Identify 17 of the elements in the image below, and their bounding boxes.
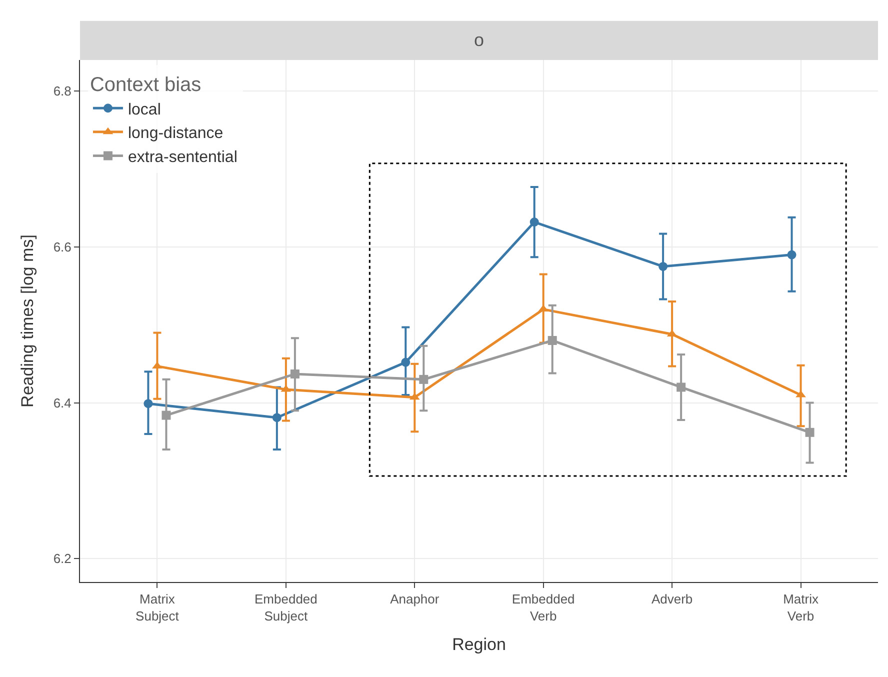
y-tick-label: 6.8	[53, 84, 72, 99]
chart-title: o	[474, 30, 484, 50]
y-tick-label: 6.6	[53, 240, 72, 255]
x-tick-label: Embedded Subject	[254, 592, 318, 624]
legend-label: local	[128, 101, 161, 118]
x-tick-label: Adverb	[651, 592, 693, 607]
legend-title: Context bias	[90, 74, 202, 96]
legend-label: long-distance	[128, 125, 224, 142]
x-tick-label: Anaphor	[390, 592, 440, 607]
x-tick-label: Embedded Verb	[512, 592, 575, 624]
x-tick-label: Matrix Subject	[136, 592, 180, 624]
y-tick-label: 6.2	[53, 551, 72, 566]
y-axis-title: Reading times [log ms]	[18, 234, 37, 408]
legend-label: extra-sentential	[128, 148, 238, 166]
x-tick-label: Matrix Verb	[783, 592, 819, 624]
y-tick-label: 6.4	[53, 395, 72, 410]
x-axis-title: Region	[452, 634, 506, 654]
